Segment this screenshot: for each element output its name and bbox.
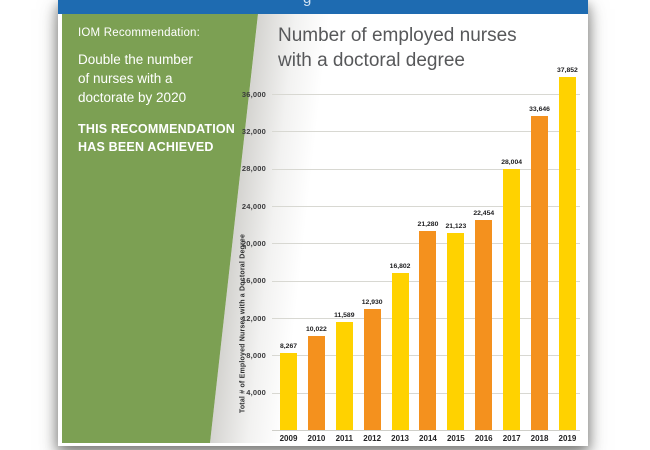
bar-group: 10,022 2010 xyxy=(306,326,327,443)
y-axis-tick-label: 20,000 xyxy=(241,238,266,248)
bar xyxy=(531,116,549,430)
bar xyxy=(475,220,493,430)
bar-value-label: 11,589 xyxy=(334,312,355,319)
y-axis-tick-label: 8,000 xyxy=(246,350,266,360)
chart-title: Number of employed nurses with a doctora… xyxy=(278,24,517,73)
bar xyxy=(363,309,381,430)
x-axis-tick-label: 2013 xyxy=(391,434,409,443)
bar xyxy=(447,233,465,430)
bar-value-label: 10,022 xyxy=(305,326,327,333)
chart-title-line-1: Number of employed nurses xyxy=(278,25,517,46)
bar-chart: 4,000 8,000 12,000 16,000 20,000 24,000 28,000… xyxy=(58,0,588,446)
x-axis-tick-label: 2012 xyxy=(363,434,382,443)
x-axis-tick-label: 2011 xyxy=(335,434,353,443)
gridline xyxy=(272,94,580,96)
bar-value-label: 33,646 xyxy=(529,106,550,113)
bar-group: 37,852 2019 xyxy=(557,67,578,443)
iom-recommendation-panel: IOM Recommendation: Double the number of… xyxy=(62,14,258,443)
bar xyxy=(307,336,325,430)
x-axis-tick-label: 2015 xyxy=(446,434,465,443)
x-axis-tick-label: 2017 xyxy=(502,434,521,443)
gridline xyxy=(272,206,580,208)
top-blue-bar: g xyxy=(58,0,588,14)
y-axis-tick-label: 24,000 xyxy=(241,201,266,211)
achievement-line-1: THIS RECOMMENDATION xyxy=(78,121,236,136)
bar-value-label: 8,267 xyxy=(279,343,298,350)
achievement-line-2: HAS BEEN ACHIEVED xyxy=(78,139,214,154)
y-axis-tick-label: 12,000 xyxy=(241,313,266,323)
x-axis-tick-label: 2014 xyxy=(419,434,437,443)
bar-value-label: 21,280 xyxy=(417,221,439,228)
iom-body-line-2: of nurses with a xyxy=(78,71,173,86)
bar-value-label: 16,802 xyxy=(389,263,411,270)
bar-group: 28,004 2017 xyxy=(501,159,522,443)
bar-group: 21,280 2014 xyxy=(418,221,439,443)
x-axis-tick-label: 2019 xyxy=(558,434,577,443)
bar-value-label: 12,930 xyxy=(361,299,383,306)
bar-group: 8,267 2009 xyxy=(280,343,298,443)
bar-value-label: 37,852 xyxy=(557,67,578,74)
gridline xyxy=(272,131,580,133)
infographic-card: g IOM Recommendation: Double the number … xyxy=(58,0,588,446)
x-axis-tick-label: 2016 xyxy=(474,434,493,443)
bar-value-label: 28,004 xyxy=(501,159,523,166)
iom-heading: IOM Recommendation: xyxy=(78,27,201,39)
bar-group: 16,802 2013 xyxy=(390,263,411,443)
bar xyxy=(419,231,437,430)
x-axis-tick-label: 2009 xyxy=(279,434,298,443)
x-axis-line xyxy=(272,430,580,431)
x-axis-tick-label: 2010 xyxy=(307,434,326,443)
bar xyxy=(280,353,297,430)
y-axis-title: Total # of Employed Nurses with a Doctor… xyxy=(239,233,247,414)
bar-value-label: 21,123 xyxy=(445,223,467,230)
y-axis-tick-label: 4,000 xyxy=(246,388,266,398)
y-axis-tick-label: 36,000 xyxy=(241,89,266,99)
iom-body-line-1: Double the number xyxy=(78,52,193,67)
bar-group: 33,646 2018 xyxy=(529,106,550,443)
clipped-header-text: g xyxy=(303,0,311,7)
bar xyxy=(503,169,521,430)
bar-group: 12,930 2012 xyxy=(362,299,383,443)
bar-value-label: 22,454 xyxy=(473,210,495,217)
bar xyxy=(558,77,576,430)
bar xyxy=(335,322,353,430)
y-axis-tick-label: 28,000 xyxy=(241,164,266,174)
x-axis-tick-label: 2018 xyxy=(530,434,549,443)
y-axis-tick-label: 32,000 xyxy=(241,126,266,136)
bar xyxy=(391,273,409,430)
chart-title-line-2: with a doctoral degree xyxy=(278,49,465,71)
bar-group: 21,123 2015 xyxy=(445,223,466,443)
bars-container: 8,267 2009 10,022 2010 11,589 2011 12,930 2012 1… xyxy=(280,67,578,443)
iom-body-text: Double the number of nurses with a docto… xyxy=(78,50,258,107)
iom-achievement-text: THIS RECOMMENDATION HAS BEEN ACHIEVED xyxy=(78,120,258,156)
iom-body-line-3: doctorate by 2020 xyxy=(78,90,187,105)
bar-group: 22,454 2016 xyxy=(473,210,494,443)
bar-group: 11,589 2011 xyxy=(334,312,354,443)
y-axis-tick-label: 16,000 xyxy=(241,276,266,286)
gridline xyxy=(272,168,580,170)
